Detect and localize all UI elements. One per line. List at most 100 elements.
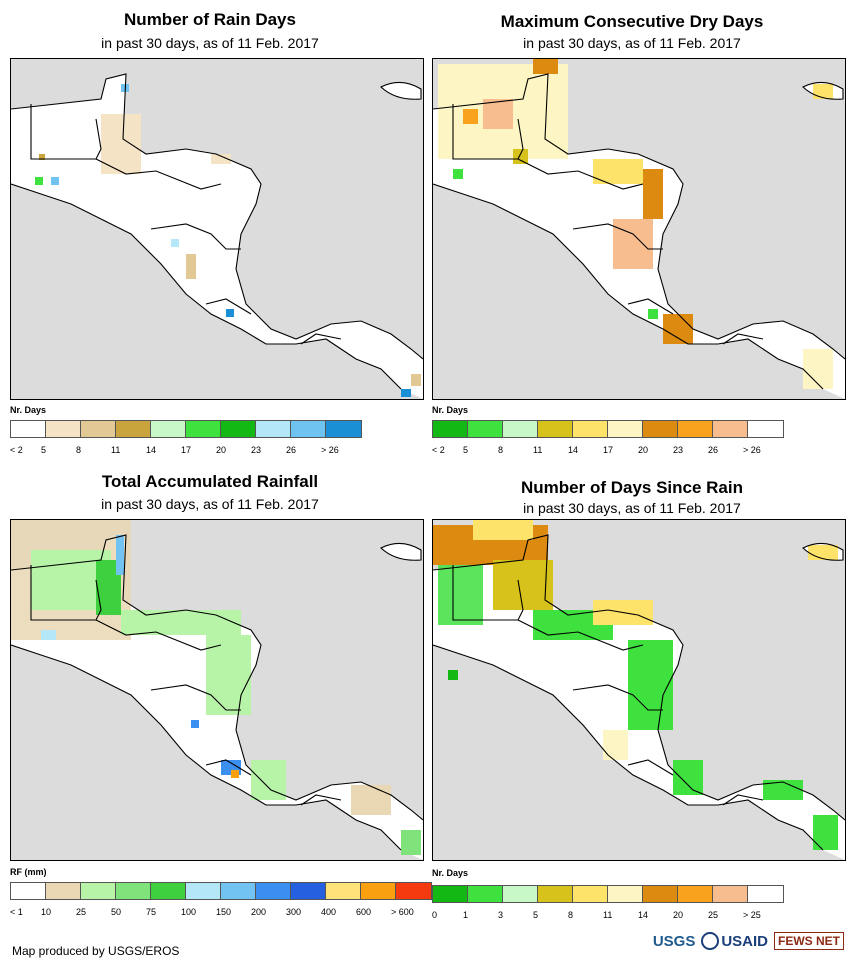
legend-swatch xyxy=(713,421,748,437)
legend-swatch xyxy=(608,421,643,437)
fews-net-logo: FEWS NET xyxy=(774,932,844,950)
legend-swatch xyxy=(151,883,186,899)
legend-label: 0 xyxy=(432,910,438,920)
legend-label: 23 xyxy=(673,445,684,455)
legend-label: 5 xyxy=(41,445,47,455)
legend-label: 14 xyxy=(638,910,649,920)
legend-label: 50 xyxy=(111,907,122,917)
legend-swatch xyxy=(573,421,608,437)
panel-dry-days: Maximum Consecutive Dry Days in past 30 … xyxy=(422,0,846,460)
legend-color-bar xyxy=(432,885,784,903)
panel-subtitle: in past 30 days, as of 11 Feb. 2017 xyxy=(523,500,741,516)
legend-swatch xyxy=(503,421,538,437)
legend-swatch xyxy=(151,421,186,437)
legend-swatch xyxy=(643,886,678,902)
usaid-seal-icon xyxy=(701,932,720,950)
legend-swatch xyxy=(221,883,256,899)
panel-total-rainfall: Total Accumulated Rainfall in past 30 da… xyxy=(0,466,432,926)
panel-title: Number of Rain Days xyxy=(124,10,296,29)
legend-swatch xyxy=(256,883,291,899)
legend-label: 600 xyxy=(356,907,372,917)
legend-swatch xyxy=(186,883,221,899)
legend-swatch xyxy=(221,421,256,437)
legend-label: 23 xyxy=(251,445,262,455)
legend-label: 11 xyxy=(603,910,613,920)
legend-swatch xyxy=(46,883,81,899)
legend-swatch xyxy=(186,421,221,437)
legend-label: 25 xyxy=(708,910,719,920)
legend-swatch xyxy=(326,421,361,437)
legend-swatch xyxy=(291,421,326,437)
legend-color-bar xyxy=(10,420,362,438)
legend-label: 8 xyxy=(76,445,82,455)
legend-swatch xyxy=(468,421,503,437)
map-days-since-rain xyxy=(432,519,846,861)
panel-subtitle: in past 30 days, as of 11 Feb. 2017 xyxy=(101,35,319,51)
legend-label: 17 xyxy=(603,445,614,455)
legend-swatch xyxy=(748,421,783,437)
legend-swatch xyxy=(608,886,643,902)
legend-label: 5 xyxy=(463,445,469,455)
usgs-logo: USGS xyxy=(652,932,696,950)
map-dry-days xyxy=(432,58,846,400)
legend-label: 1 xyxy=(463,910,469,920)
legend-label: 300 xyxy=(286,907,302,917)
panel-days-since-rain: Number of Days Since Rain in past 30 day… xyxy=(422,466,846,926)
legend-label: > 25 xyxy=(743,910,761,920)
legend-label: 20 xyxy=(216,445,227,455)
legend-label: > 26 xyxy=(743,445,761,455)
legend-swatch xyxy=(326,883,361,899)
panel-title: Number of Days Since Rain xyxy=(520,478,743,497)
legend-label: 150 xyxy=(216,907,232,917)
map-credit: Map produced by USGS/EROS xyxy=(12,944,180,958)
legend-swatch xyxy=(396,883,431,899)
days-since-rain-pixels xyxy=(433,520,838,850)
dry-days-pixels xyxy=(438,59,833,389)
legend-swatch xyxy=(713,886,748,902)
legend-label: 8 xyxy=(498,445,504,455)
legend-label: 3 xyxy=(498,910,504,920)
legend-label: 25 xyxy=(76,907,87,917)
map-total-rainfall xyxy=(10,519,424,861)
logos: USGS USAID FEWS NET xyxy=(653,932,844,950)
panel-subtitle: in past 30 days, as of 11 Feb. 2017 xyxy=(101,496,319,512)
legend-swatch xyxy=(748,886,783,902)
legend-label: 200 xyxy=(251,907,267,917)
legend-label: > 26 xyxy=(321,445,339,455)
legend-label: 5 xyxy=(533,910,539,920)
legend-label: > 600 xyxy=(391,907,414,917)
usaid-logo: USAID xyxy=(701,932,768,950)
legend-label: < 2 xyxy=(10,445,23,455)
legend-label: 26 xyxy=(708,445,719,455)
legend-label: 20 xyxy=(638,445,649,455)
legend-swatch xyxy=(116,421,151,437)
legend-swatch xyxy=(116,883,151,899)
legend-swatch xyxy=(538,886,573,902)
legend-label: 100 xyxy=(181,907,197,917)
legend-color-bar xyxy=(432,420,784,438)
legend-label: 400 xyxy=(321,907,337,917)
legend-swatch xyxy=(291,883,326,899)
legend-swatch xyxy=(11,421,46,437)
panel-rain-days: Number of Rain Days in past 30 days, as … xyxy=(0,0,424,460)
legend-label: 8 xyxy=(568,910,574,920)
legend-title: RF (mm) xyxy=(10,867,47,877)
map-rain-days xyxy=(10,58,424,400)
legend-swatch xyxy=(468,886,503,902)
legend-title: Nr. Days xyxy=(10,405,47,415)
legend-swatch xyxy=(81,883,116,899)
rainfall-pixels xyxy=(11,520,421,855)
legend-color-bar xyxy=(10,882,432,900)
legend-swatch xyxy=(643,421,678,437)
legend-label: < 1 xyxy=(10,907,23,917)
legend-label: 11 xyxy=(111,445,121,455)
legend-label: 20 xyxy=(673,910,684,920)
legend-swatch xyxy=(361,883,396,899)
legend-label: 14 xyxy=(568,445,579,455)
legend-swatch xyxy=(503,886,538,902)
legend-swatch xyxy=(573,886,608,902)
panel-title: Maximum Consecutive Dry Days xyxy=(500,12,764,31)
legend-label: 75 xyxy=(146,907,157,917)
legend-swatch xyxy=(678,421,713,437)
legend-swatch xyxy=(433,886,468,902)
